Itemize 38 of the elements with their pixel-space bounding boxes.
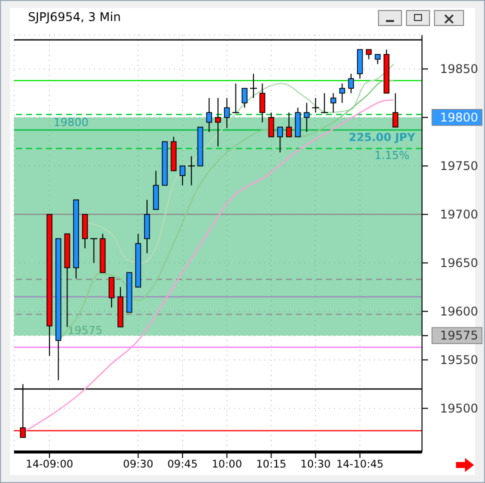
y-tick-label: 19850	[440, 62, 478, 76]
x-tick-label: 09:30	[123, 458, 154, 470]
x-tick-label: 09:45	[167, 458, 198, 470]
y-tick-label: 19600	[440, 304, 478, 318]
candlestick	[304, 102, 310, 132]
x-tick-label: 14-10:45	[336, 458, 384, 470]
x-tick-label: 10:15	[256, 458, 286, 470]
x-tick-label: 10:30	[300, 458, 331, 470]
chart-title: SJPJ6954, 3 Min	[28, 10, 121, 24]
candlestick	[277, 126, 283, 153]
candlestick	[339, 82, 346, 104]
candlestick	[268, 112, 274, 138]
candlestick	[215, 98, 221, 148]
candlestick	[180, 165, 186, 186]
annotation: 1.15%	[374, 149, 410, 162]
x-tick-label: 14-09:00	[26, 458, 74, 470]
y-tick-label: 19500	[440, 401, 478, 416]
candlestick	[224, 98, 230, 129]
y-tick-label: 19700	[440, 207, 478, 222]
y-tick-label: 19650	[440, 256, 478, 270]
candlestick	[108, 276, 114, 308]
candlestick	[206, 98, 212, 132]
y-tick-label: 19575	[440, 328, 478, 343]
candlestick	[242, 88, 248, 108]
candlestick	[366, 49, 372, 60]
y-tick-label: 19750	[440, 158, 478, 173]
x-tick-label: 10:00	[212, 458, 242, 470]
candlestick	[259, 82, 266, 123]
y-tick-label: 19800	[440, 110, 478, 124]
candlestick	[348, 73, 354, 94]
y-tick-label: 19550	[440, 352, 478, 367]
candlestick	[392, 92, 398, 128]
annotation: 19800	[54, 116, 88, 129]
candlestick	[374, 54, 381, 65]
candlestick	[286, 112, 292, 138]
annotation: 225.00 JPY	[348, 131, 416, 144]
candlestick	[330, 92, 336, 114]
annotation: 19575	[68, 324, 102, 337]
